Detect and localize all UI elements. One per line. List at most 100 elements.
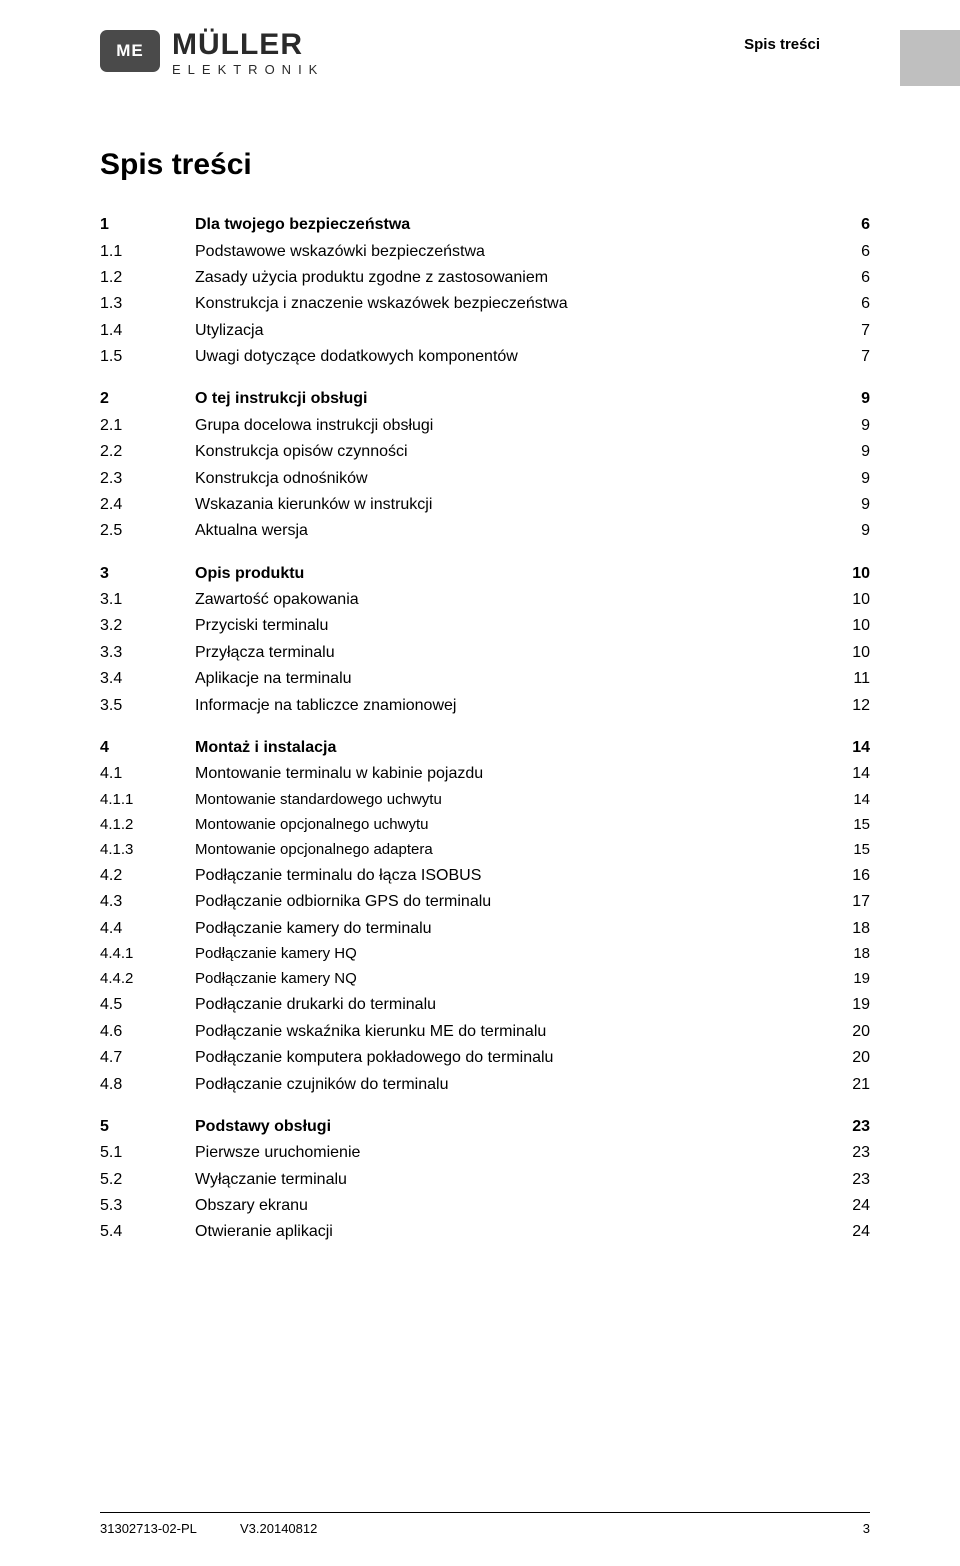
toc-label: Podłączanie kamery NQ	[195, 970, 830, 989]
toc-page: 23	[830, 1117, 870, 1137]
toc-row: 4.4.1Podłączanie kamery HQ18	[100, 942, 870, 967]
toc-number: 4.4.2	[100, 970, 195, 989]
toc-label: Przyłącza terminalu	[195, 643, 830, 663]
toc-page: 18	[830, 945, 870, 964]
toc-label: Montowanie opcjonalnego uchwytu	[195, 816, 830, 835]
brand-subtitle: ELEKTRONIK	[172, 62, 324, 77]
toc-row: 3.3Przyłącza terminalu10	[100, 640, 870, 666]
toc-gap	[100, 1098, 870, 1114]
toc-row: 4.1.2Montowanie opcjonalnego uchwytu15	[100, 813, 870, 838]
toc-number: 4.5	[100, 995, 195, 1015]
toc-row: 5.1Pierwsze uruchomienie23	[100, 1140, 870, 1166]
brand-name: MÜLLER	[172, 30, 324, 60]
toc-number: 3.3	[100, 643, 195, 663]
toc-label: Podłączanie wskaźnika kierunku ME do ter…	[195, 1022, 830, 1042]
toc-gap	[100, 370, 870, 386]
toc-page: 14	[830, 764, 870, 784]
toc-page: 9	[830, 416, 870, 436]
toc-page: 6	[830, 242, 870, 262]
toc-row: 4.4.2Podłączanie kamery NQ19	[100, 967, 870, 992]
toc-page: 6	[830, 268, 870, 288]
toc-label: Aplikacje na terminalu	[195, 669, 830, 689]
toc-label: Uwagi dotyczące dodatkowych komponentów	[195, 347, 830, 367]
toc-label: Wskazania kierunków w instrukcji	[195, 495, 830, 515]
logo-text: ME	[116, 41, 144, 61]
toc-label: Podstawy obsługi	[195, 1117, 830, 1137]
toc-number: 5	[100, 1117, 195, 1137]
toc-label: Zasady użycia produktu zgodne z zastosow…	[195, 268, 830, 288]
toc-row: 5Podstawy obsługi23	[100, 1114, 870, 1140]
toc-row: 2.3Konstrukcja odnośników9	[100, 465, 870, 491]
toc-page: 23	[830, 1170, 870, 1190]
toc-number: 4.6	[100, 1022, 195, 1042]
toc-number: 3.4	[100, 669, 195, 689]
toc-gap	[100, 719, 870, 735]
toc-row: 4.5Podłączanie drukarki do terminalu19	[100, 992, 870, 1018]
toc-page: 10	[830, 643, 870, 663]
footer-doc-id: 31302713-02-PL	[100, 1521, 197, 1536]
toc-number: 3	[100, 564, 195, 584]
toc-row: 2.1Grupa docelowa instrukcji obsługi9	[100, 413, 870, 439]
toc-page: 21	[830, 1075, 870, 1095]
toc-row: 1Dla twojego bezpieczeństwa6	[100, 212, 870, 238]
footer-page-number: 3	[863, 1521, 870, 1536]
toc-page: 20	[830, 1022, 870, 1042]
toc-label: Obszary ekranu	[195, 1196, 830, 1216]
toc-number: 5.3	[100, 1196, 195, 1216]
toc-page: 10	[830, 590, 870, 610]
toc-label: Konstrukcja i znaczenie wskazówek bezpie…	[195, 294, 830, 314]
toc-label: Montowanie terminalu w kabinie pojazdu	[195, 764, 830, 784]
toc-page: 15	[830, 841, 870, 860]
toc-label: Montowanie standardowego uchwytu	[195, 791, 830, 810]
toc-number: 3.2	[100, 616, 195, 636]
toc-page: 14	[830, 738, 870, 758]
toc-page: 9	[830, 521, 870, 541]
toc-row: 4.3Podłączanie odbiornika GPS do termina…	[100, 889, 870, 915]
toc-row: 2.2Konstrukcja opisów czynności9	[100, 439, 870, 465]
toc-label: Pierwsze uruchomienie	[195, 1143, 830, 1163]
toc-page: 9	[830, 389, 870, 409]
toc-page: 14	[830, 791, 870, 810]
toc-label: Podstawowe wskazówki bezpieczeństwa	[195, 242, 830, 262]
toc-row: 3.1Zawartość opakowania10	[100, 587, 870, 613]
toc-page: 10	[830, 564, 870, 584]
toc-page: 24	[830, 1222, 870, 1242]
toc-number: 5.4	[100, 1222, 195, 1242]
toc-number: 1.4	[100, 321, 195, 341]
toc-number: 4.1.3	[100, 841, 195, 860]
toc-label: Podłączanie terminalu do łącza ISOBUS	[195, 866, 830, 886]
toc-row: 4.4Podłączanie kamery do terminalu18	[100, 916, 870, 942]
toc-label: O tej instrukcji obsługi	[195, 389, 830, 409]
toc-row: 1.3Konstrukcja i znaczenie wskazówek bez…	[100, 291, 870, 317]
logo-badge: ME	[100, 30, 160, 72]
toc-row: 1.2Zasady użycia produktu zgodne z zasto…	[100, 265, 870, 291]
toc-number: 4.7	[100, 1048, 195, 1068]
toc-number: 5.2	[100, 1170, 195, 1190]
toc-page: 16	[830, 866, 870, 886]
toc-row: 3Opis produktu10	[100, 561, 870, 587]
toc-page: 9	[830, 495, 870, 515]
toc-number: 1	[100, 215, 195, 235]
toc-label: Opis produktu	[195, 564, 830, 584]
toc-number: 4.1.1	[100, 791, 195, 810]
toc-label: Podłączanie czujników do terminalu	[195, 1075, 830, 1095]
toc-gap	[100, 545, 870, 561]
toc-page: 7	[830, 321, 870, 341]
toc-page: 15	[830, 816, 870, 835]
toc-label: Grupa docelowa instrukcji obsługi	[195, 416, 830, 436]
toc-label: Otwieranie aplikacji	[195, 1222, 830, 1242]
toc-row: 4.2Podłączanie terminalu do łącza ISOBUS…	[100, 863, 870, 889]
toc-number: 4.8	[100, 1075, 195, 1095]
page-header: ME MÜLLER ELEKTRONIK Spis treści	[100, 30, 870, 100]
toc-number: 4.1.2	[100, 816, 195, 835]
toc-row: 1.1Podstawowe wskazówki bezpieczeństwa6	[100, 238, 870, 264]
footer-version: V3.20140812	[240, 1521, 317, 1536]
toc-number: 2.4	[100, 495, 195, 515]
toc-label: Podłączanie odbiornika GPS do terminalu	[195, 892, 830, 912]
toc-row: 2.4Wskazania kierunków w instrukcji9	[100, 492, 870, 518]
toc-number: 2.1	[100, 416, 195, 436]
toc-row: 2.5Aktualna wersja9	[100, 518, 870, 544]
toc-page: 7	[830, 347, 870, 367]
toc-row: 4.7Podłączanie komputera pokładowego do …	[100, 1045, 870, 1071]
table-of-contents: 1Dla twojego bezpieczeństwa61.1Podstawow…	[100, 212, 870, 1246]
